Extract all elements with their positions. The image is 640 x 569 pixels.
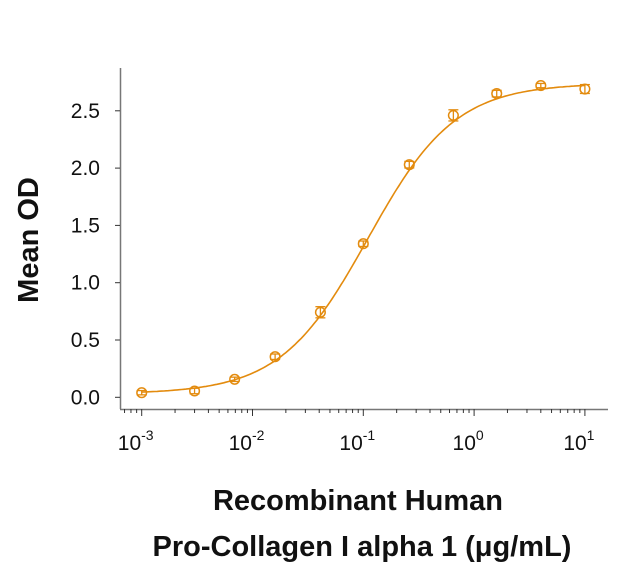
x-tick-label: 10-2 [229,427,265,455]
x-axis-title-line1: Recombinant Human [213,485,503,517]
data-point [269,351,281,363]
data-points-layer [136,80,591,399]
y-tick-label: 0.0 [71,386,100,409]
point-marker [579,83,591,95]
data-point [579,83,591,95]
y-tick-label: 2.5 [71,100,100,123]
point-marker [535,80,547,92]
x-tick-label: 100 [453,427,484,455]
data-point [314,306,326,319]
y-tick-label: 1.5 [71,214,100,237]
data-point [535,80,547,92]
data-point [189,385,201,397]
point-marker [189,385,201,397]
axes: 0.0 0.5 1.0 1.5 2.0 2.5 10-3 10-2 10-1 100 101 [71,68,608,455]
point-marker [229,373,241,385]
point-marker [403,159,415,171]
data-point [229,373,241,385]
point-marker [491,88,503,100]
data-point [447,109,459,122]
point-marker [314,306,326,318]
data-point [357,238,369,250]
y-tick-label: 1.0 [71,272,100,295]
data-point [403,159,415,171]
x-tick-label: 10-1 [339,427,375,455]
y-axis-title: Mean OD [13,177,45,303]
point-marker [447,109,459,121]
data-point [491,88,503,100]
y-tick-label: 0.5 [71,329,100,352]
data-point [136,387,148,399]
x-tick-label: 10-3 [118,427,154,455]
point-marker [136,387,148,399]
x-axis-title-line2: Pro-Collagen I alpha 1 (μg/mL) [153,531,572,563]
point-marker [269,351,281,363]
y-tick-label: 2.0 [71,157,100,180]
point-marker [357,238,369,250]
x-tick-label: 101 [563,427,594,455]
